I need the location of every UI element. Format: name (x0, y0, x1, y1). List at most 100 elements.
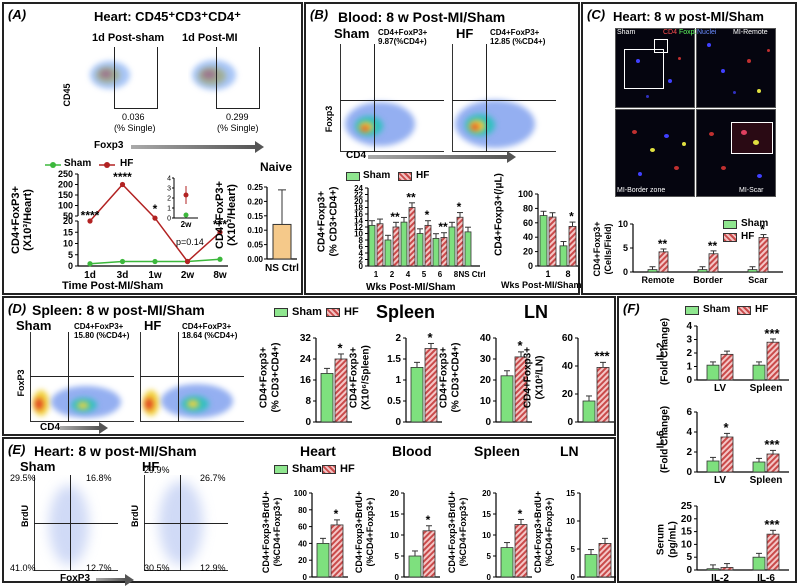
y-tick-label: 16 (354, 210, 363, 219)
y-tick-label: 20 (298, 556, 307, 565)
panel-f: (F) Sham HF IL-2 (Fold Change) 0 1 2 3 4 LV **… (617, 296, 797, 584)
y-tick-label: 0.20 (247, 197, 263, 206)
q-ll: 30.5% (144, 563, 170, 573)
facs-plot-mi (188, 47, 268, 125)
x-tick-label: 6 (438, 270, 443, 279)
x-tick-label: 1w (148, 270, 162, 281)
spleen-title: Spleen (376, 302, 436, 322)
y-tick-label: 4 (167, 176, 171, 183)
hf-title: HF (142, 459, 160, 474)
chart-e-ln: 0 5 10 15 (566, 489, 616, 582)
quadrant-h (30, 376, 134, 377)
significance-star: *** (213, 218, 227, 232)
y-tick-label: 10 (482, 531, 491, 540)
panel-label: (F) (623, 301, 640, 316)
y-tick-label: 0 (303, 573, 308, 582)
y-tick-label: 12 (354, 223, 363, 232)
bar-hf (514, 524, 528, 578)
panel-label: (D) (8, 301, 27, 316)
y-tick-label: 5 (68, 250, 73, 260)
significance-star: *** (594, 349, 610, 364)
bar-sham (416, 233, 424, 267)
il2-unit: (Fold Change) (659, 317, 671, 386)
x-arrow (60, 422, 108, 434)
y-tick-label: 80 (298, 506, 307, 515)
significance-star: *** (764, 326, 780, 341)
significance-star: * (518, 507, 523, 521)
y-tick-label: 4 (686, 427, 692, 438)
y-tick-label: 2 (686, 348, 692, 359)
legend-hf: HF (344, 306, 359, 318)
x-tick-label: 8 (565, 269, 570, 279)
facs-plot-sham (84, 47, 164, 125)
x-tick-label: Remote (641, 275, 674, 285)
x-marker: CD4 (346, 150, 367, 161)
significance-star: ** (438, 220, 448, 234)
y-tick-label: 10 (681, 539, 693, 550)
y-label-heart: CD4+Foxp3+BrdU+ (261, 490, 271, 574)
y-label-blood-unit: (%CD4+Foxp3+) (365, 497, 375, 567)
legend-hf: HF (416, 170, 430, 181)
micrograph-sham (615, 28, 695, 108)
y-tick-label: 60 (562, 333, 574, 344)
y-tick-label: 20 (562, 389, 574, 400)
stain-cd4: CD4 (663, 29, 678, 36)
y-tick-label: 0 (686, 467, 692, 478)
significance-star: **** (113, 170, 132, 184)
y-tick-label: 10 (354, 230, 363, 239)
x-marker: Foxp3 (94, 140, 124, 151)
bar-sham (747, 269, 758, 273)
legend-hf-swatch (322, 465, 336, 474)
y-label-4: CD4+Foxp3+ (522, 346, 534, 409)
x-tick-label: NS Ctrl (458, 270, 485, 279)
chart-f-il6: 0 2 4 6 * LV *** Spleen (686, 407, 789, 486)
y-tick-label: 0 (686, 375, 692, 386)
q-ll: 41.0% (10, 563, 36, 573)
y-tick-label: 5 (686, 552, 692, 563)
y-tick-label: 0.25 (247, 183, 263, 192)
bar-sham (647, 269, 658, 273)
quadrant-v (68, 332, 69, 422)
y-label-2-unit: (X10⁶/Spleen) (360, 345, 372, 410)
legend-hf: HF (340, 463, 355, 475)
legend-sham-swatch (274, 465, 288, 474)
bar-hf (440, 237, 448, 267)
y-label-4-unit: (X10³/LN) (534, 355, 546, 400)
y-tick-label: 20 (482, 489, 491, 498)
q-ul: 29.9% (144, 465, 170, 475)
x-axis-label: Time Post-MI/Sham (62, 280, 164, 292)
y-tick-label: 0 (167, 216, 171, 223)
micrograph-scar (696, 109, 776, 197)
y-tick-label: 4 (686, 321, 692, 332)
y-tick-label: 14 (354, 217, 363, 226)
quadrant-h (144, 523, 228, 524)
panel-title: Spleen: 8 w post-MI/Sham (32, 302, 205, 318)
bar-hf (598, 543, 612, 578)
bar-hf (422, 530, 436, 578)
y-label-spleen: CD4+Foxp3+BrdU+ (447, 490, 457, 574)
significance-star: * (760, 223, 765, 237)
significance-star: * (153, 202, 158, 216)
bar-sham (320, 373, 334, 423)
panel-title: Blood: 8 w Post-MI/Sham (338, 9, 506, 25)
chart-d-spleen-pct: 0 8 16 24 32 * (300, 333, 352, 428)
y-tick-label: 200 (58, 180, 73, 190)
y-axis-label: CD4+FoxP3+ (10, 186, 22, 254)
y-tick-label: 0.05 (247, 241, 263, 250)
bar-sham (706, 460, 720, 473)
inset-p: p=0.14 (176, 237, 204, 247)
bar-sham (500, 375, 514, 423)
y-tick-label: 0 (305, 417, 311, 428)
y-label-1-unit: (% CD3+CD4+) (270, 342, 282, 413)
panel-a: (A) Heart: CD45⁺CD3⁺CD4⁺ 1d Post-sham 1d… (2, 2, 303, 295)
bar-sham (448, 226, 456, 267)
y-tick-label: 0.5 (387, 396, 401, 407)
bar-sham (584, 554, 598, 578)
sham-title: Sham (20, 459, 56, 474)
gate-value-2: 18.64 (%CD4+) (182, 331, 238, 340)
y-tick-label: 15 (390, 510, 399, 519)
bar-sham (559, 245, 568, 267)
y-tick-label: 0 (571, 573, 576, 582)
pct-unit: (% Single) (217, 123, 259, 133)
y-tick-label: 5 (571, 545, 576, 554)
